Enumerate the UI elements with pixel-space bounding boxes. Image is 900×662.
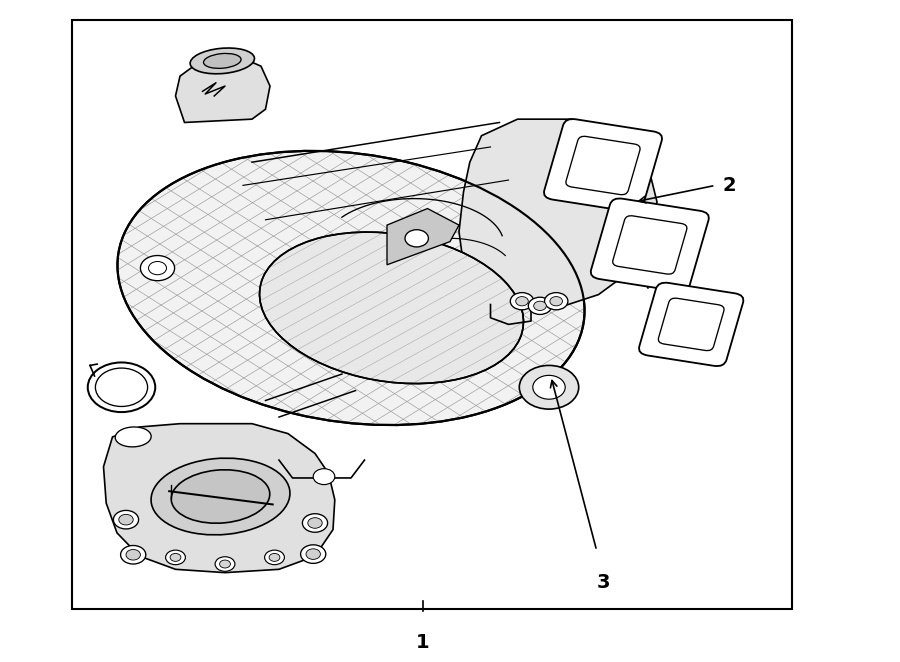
Circle shape bbox=[302, 514, 328, 532]
FancyBboxPatch shape bbox=[590, 199, 709, 291]
Bar bbox=[72, 20, 792, 609]
Circle shape bbox=[301, 545, 326, 563]
Circle shape bbox=[220, 560, 230, 568]
Circle shape bbox=[170, 553, 181, 561]
FancyBboxPatch shape bbox=[613, 216, 687, 274]
Text: 2: 2 bbox=[722, 176, 736, 195]
Circle shape bbox=[166, 550, 185, 565]
FancyBboxPatch shape bbox=[658, 298, 724, 351]
Ellipse shape bbox=[171, 470, 270, 523]
Circle shape bbox=[519, 365, 579, 409]
FancyBboxPatch shape bbox=[544, 119, 662, 212]
Circle shape bbox=[516, 297, 528, 306]
Polygon shape bbox=[459, 119, 657, 308]
Circle shape bbox=[215, 557, 235, 571]
Circle shape bbox=[528, 297, 552, 314]
Ellipse shape bbox=[151, 458, 290, 535]
Circle shape bbox=[121, 545, 146, 564]
Circle shape bbox=[269, 553, 280, 561]
Ellipse shape bbox=[203, 54, 241, 68]
Circle shape bbox=[306, 549, 320, 559]
Ellipse shape bbox=[140, 256, 175, 281]
Circle shape bbox=[510, 293, 534, 310]
Circle shape bbox=[313, 469, 335, 485]
Circle shape bbox=[405, 230, 428, 247]
Text: 1: 1 bbox=[416, 633, 430, 651]
Text: 3: 3 bbox=[596, 573, 610, 592]
Circle shape bbox=[265, 550, 284, 565]
Ellipse shape bbox=[88, 363, 155, 412]
FancyBboxPatch shape bbox=[566, 136, 640, 195]
Ellipse shape bbox=[190, 48, 255, 73]
Polygon shape bbox=[176, 56, 270, 122]
Ellipse shape bbox=[118, 151, 584, 425]
Polygon shape bbox=[387, 209, 459, 265]
Circle shape bbox=[534, 301, 546, 310]
Circle shape bbox=[550, 297, 562, 306]
Circle shape bbox=[308, 518, 322, 528]
Ellipse shape bbox=[148, 261, 166, 275]
Ellipse shape bbox=[259, 232, 524, 383]
Circle shape bbox=[544, 293, 568, 310]
Circle shape bbox=[533, 375, 565, 399]
Circle shape bbox=[126, 549, 140, 560]
Circle shape bbox=[119, 514, 133, 525]
Ellipse shape bbox=[115, 427, 151, 447]
FancyBboxPatch shape bbox=[639, 283, 743, 366]
Circle shape bbox=[113, 510, 139, 529]
Ellipse shape bbox=[95, 368, 148, 406]
Polygon shape bbox=[104, 424, 335, 573]
